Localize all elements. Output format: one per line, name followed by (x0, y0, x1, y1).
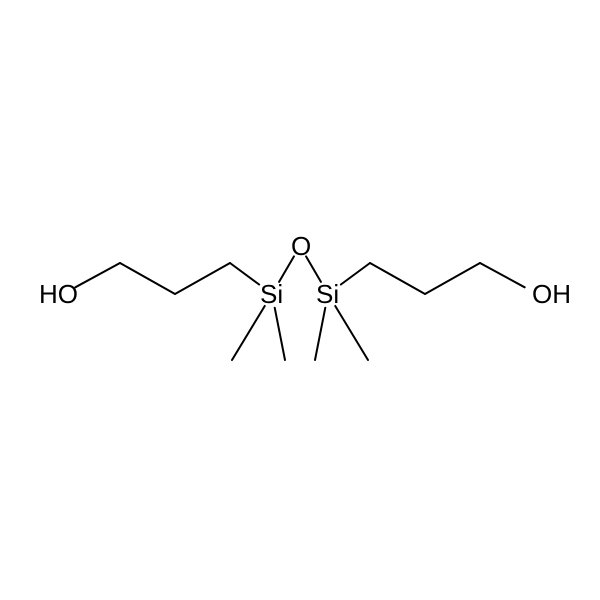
atom-label-o_top: O (291, 231, 311, 261)
atom-label-oh_right: OH (532, 279, 571, 309)
bond (335, 306, 368, 360)
bond (370, 263, 425, 294)
atom-label-si_left: Si (260, 279, 283, 309)
bond (75, 263, 120, 287)
bond (341, 263, 370, 284)
bond (120, 263, 175, 294)
bond (425, 263, 480, 294)
atom-label-si_right: Si (316, 279, 339, 309)
bond (315, 308, 325, 360)
bond (230, 263, 259, 284)
bond (232, 306, 265, 360)
bond (175, 263, 230, 294)
bond (275, 308, 285, 360)
molecule-diagram: HOSiOSiOH (0, 0, 600, 600)
atom-label-oh_left: HO (39, 279, 78, 309)
bond (480, 263, 525, 287)
